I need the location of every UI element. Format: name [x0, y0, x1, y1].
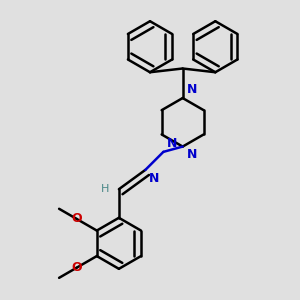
Text: O: O [71, 212, 82, 225]
Text: N: N [187, 83, 197, 97]
Text: O: O [71, 261, 82, 274]
Text: N: N [149, 172, 159, 185]
Text: N: N [167, 137, 177, 150]
Text: N: N [187, 148, 197, 161]
Text: H: H [101, 184, 109, 194]
